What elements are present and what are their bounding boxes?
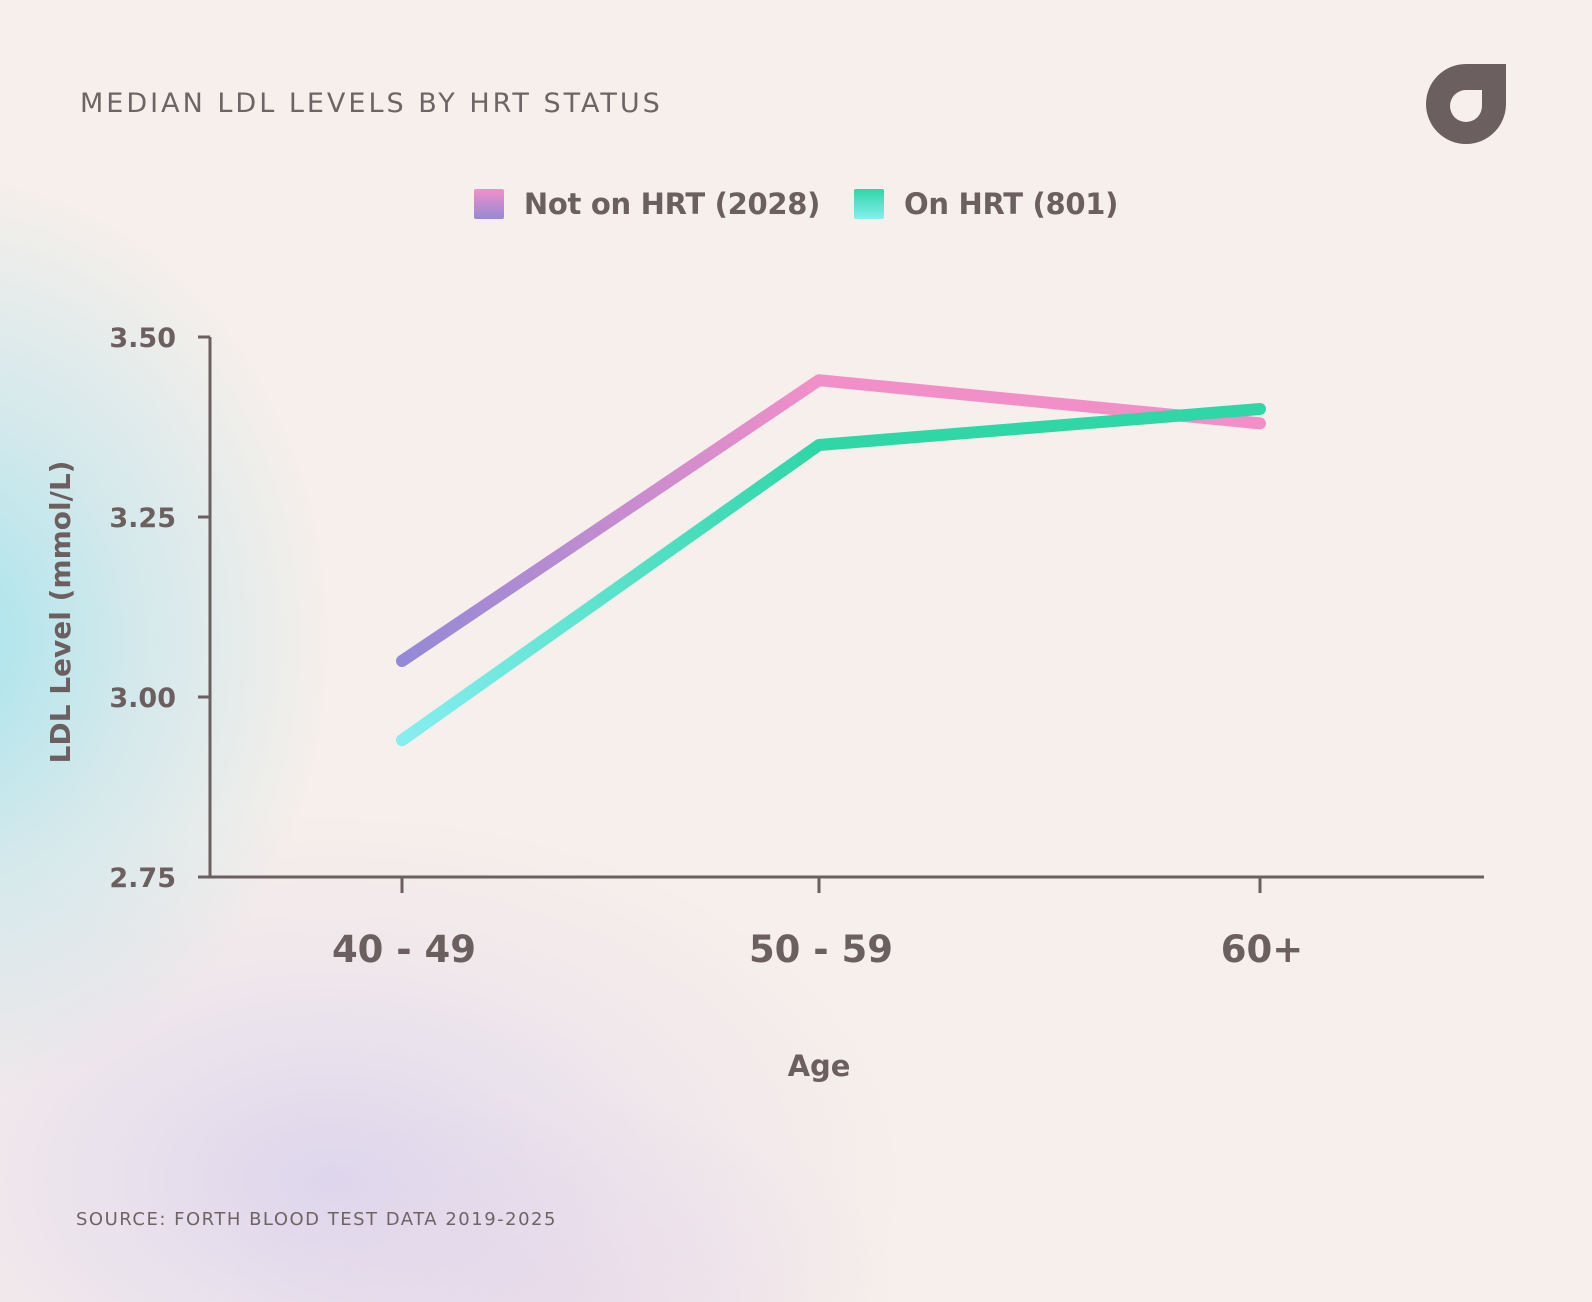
y-tick-label: 2.75 bbox=[109, 863, 176, 894]
x-axis-label: Age bbox=[788, 1049, 851, 1083]
y-tick-label: 3.25 bbox=[109, 503, 176, 534]
legend-item-on-hrt: On HRT (801) bbox=[854, 187, 1118, 221]
legend-swatch-on-hrt bbox=[854, 189, 885, 219]
series-line-not-on-hrt bbox=[396, 374, 1266, 667]
chart-series bbox=[396, 374, 1266, 747]
legend-label-not-on-hrt: Not on HRT (2028) bbox=[523, 187, 821, 221]
chart-labels: 2.75 3.00 3.25 3.50 40 - 49 50 - 59 60+ Age LDL … bbox=[44, 323, 1303, 1083]
y-tick-label: 3.50 bbox=[109, 323, 176, 354]
forth-logo-icon bbox=[1426, 64, 1506, 144]
chart-axes bbox=[198, 335, 1484, 893]
x-tick-label: 60+ bbox=[1221, 928, 1304, 971]
page-title: MEDIAN LDL LEVELS BY HRT STATUS bbox=[80, 88, 663, 119]
series-line-on-hrt bbox=[396, 403, 1266, 747]
source-note: SOURCE: FORTH BLOOD TEST DATA 2019-2025 bbox=[76, 1209, 557, 1230]
x-tick-label: 40 - 49 bbox=[332, 928, 476, 971]
legend-item-not-on-hrt: Not on HRT (2028) bbox=[473, 187, 821, 221]
legend-swatch-not-on-hrt bbox=[473, 189, 504, 219]
y-axis-label: LDL Level (mmol/L) bbox=[44, 461, 77, 764]
y-tick-label: 3.00 bbox=[109, 683, 176, 714]
legend-label-on-hrt: On HRT (801) bbox=[904, 187, 1119, 221]
legend: Not on HRT (2028) On HRT (801) bbox=[0, 187, 1592, 221]
x-tick-label: 50 - 59 bbox=[749, 928, 893, 971]
